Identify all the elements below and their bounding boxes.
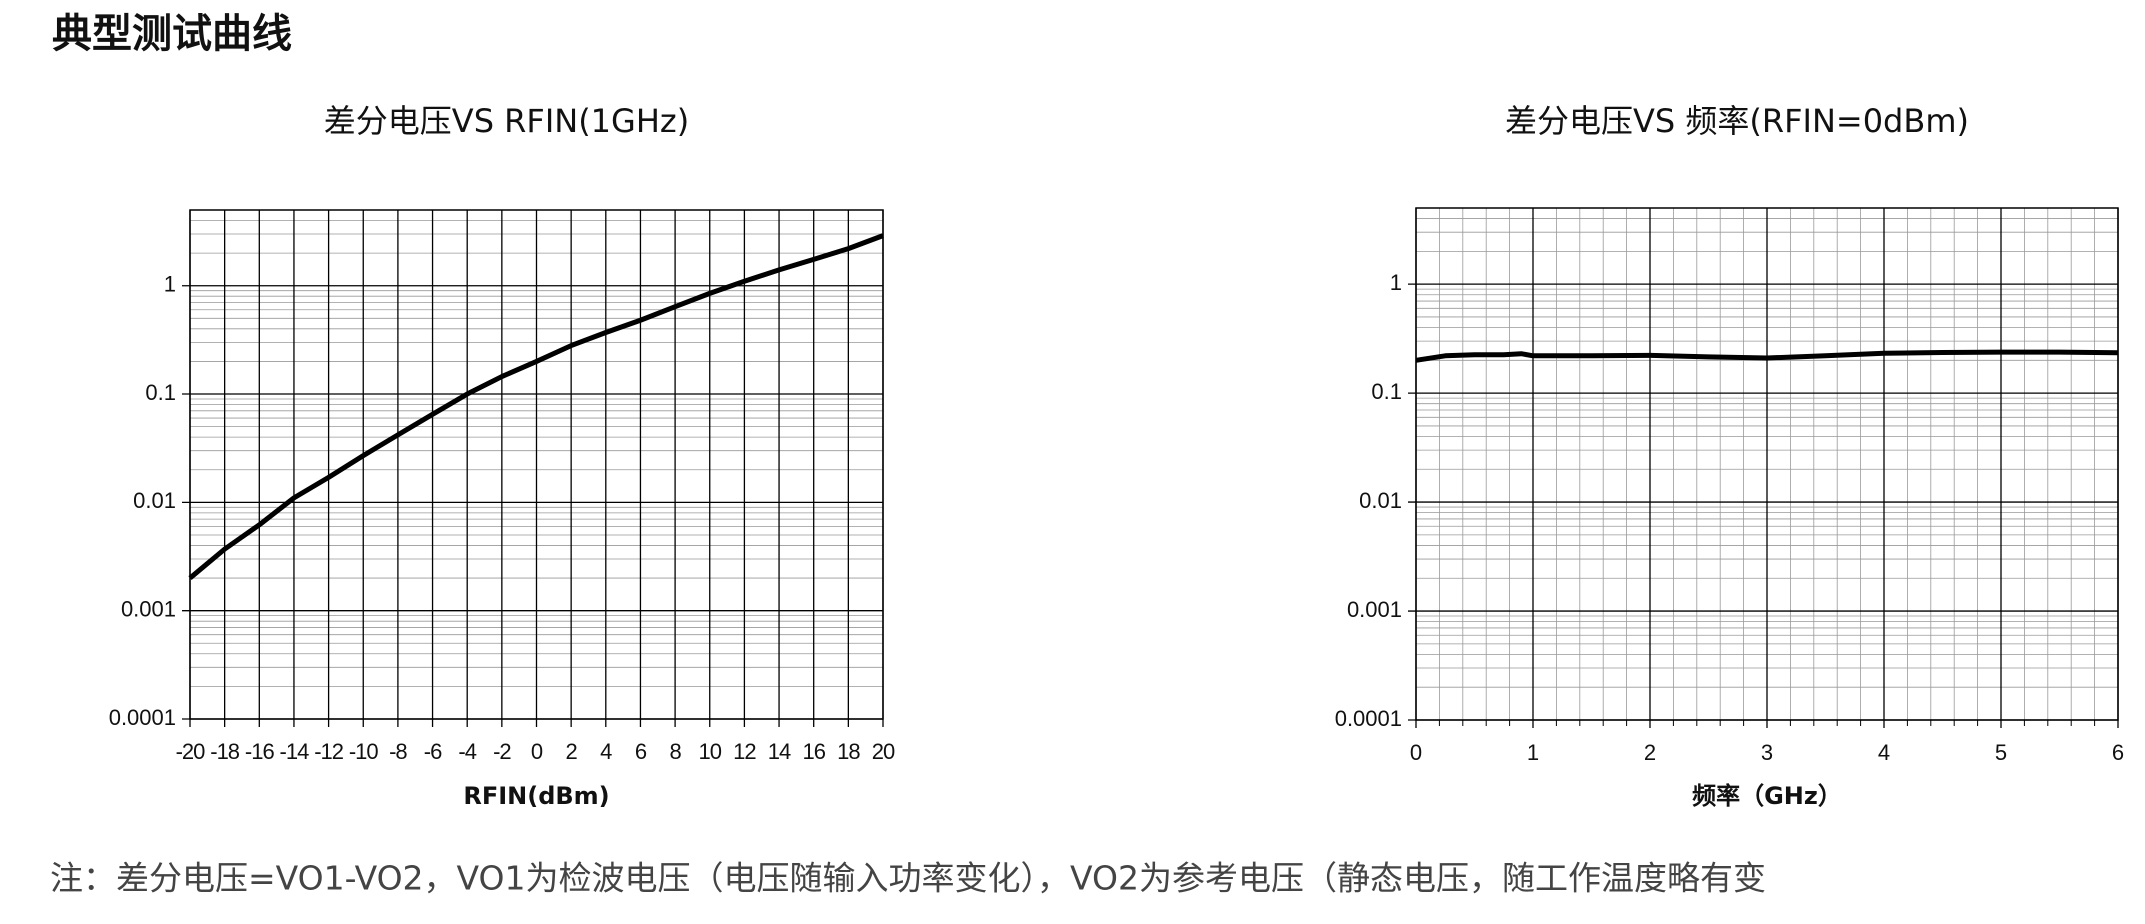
x-tick-label: 20	[872, 739, 895, 764]
x-axis-label: RFIN(dBm)	[463, 782, 609, 810]
x-tick-label: 18	[837, 739, 860, 764]
x-tick-label: 8	[669, 739, 681, 764]
y-tick-label: 0.0001	[109, 705, 176, 730]
x-tick-label: -12	[314, 739, 344, 764]
x-tick-label: 0	[531, 739, 543, 764]
x-tick-label: -16	[245, 739, 275, 764]
x-tick-label: -18	[210, 739, 240, 764]
x-tick-label: 4	[1878, 740, 1890, 765]
plot-frame	[1415, 207, 2119, 721]
x-tick-label: 1	[1527, 740, 1539, 765]
x-tick-label: 6	[635, 739, 647, 764]
x-tick-label: -10	[349, 739, 379, 764]
chart-title: 差分电压VS 频率(RFIN=0dBm)	[1505, 102, 1969, 140]
y-tick-label: 0.0001	[1335, 706, 1402, 731]
y-tick-label: 1	[164, 272, 176, 297]
x-tick-label: -6	[424, 739, 442, 764]
heading: 典型测试曲线	[52, 11, 292, 57]
plot-frame	[189, 209, 884, 720]
x-tick-label: -2	[493, 739, 511, 764]
y-tick-label: 0.01	[133, 488, 176, 513]
y-tick-label: 0.1	[1371, 379, 1402, 404]
x-tick-label: 16	[802, 739, 825, 764]
y-tick-label: 1	[1390, 270, 1402, 295]
x-axis-label: 频率（GHz）	[1692, 782, 1842, 810]
x-tick-label: 2	[1644, 740, 1656, 765]
y-tick-label: 0.001	[1347, 597, 1402, 622]
y-tick-label: 0.1	[145, 380, 176, 405]
x-tick-label: 10	[699, 739, 722, 764]
chart-title: 差分电压VS RFIN(1GHz)	[324, 102, 689, 140]
x-tick-label: 6	[2112, 740, 2124, 765]
x-tick-label: 12	[733, 739, 756, 764]
x-tick-label: 14	[768, 739, 791, 764]
x-tick-label: -20	[176, 739, 206, 764]
x-tick-label: -8	[389, 739, 407, 764]
note: 注：差分电压=VO1-VO2，VO1为检波电压（电压随输入功率变化），VO2为参…	[50, 859, 1766, 898]
data-line	[1415, 349, 2119, 363]
y-tick-label: 0.01	[1359, 488, 1402, 513]
x-tick-label: -4	[458, 739, 476, 764]
x-tick-label: 3	[1761, 740, 1773, 765]
x-tick-label: 0	[1410, 740, 1422, 765]
x-tick-label: -14	[280, 739, 310, 764]
data-line	[188, 233, 884, 580]
x-tick-label: 5	[1995, 740, 2007, 765]
x-tick-label: 2	[566, 739, 578, 764]
y-tick-label: 0.001	[121, 596, 176, 621]
x-tick-label: 4	[600, 739, 612, 764]
